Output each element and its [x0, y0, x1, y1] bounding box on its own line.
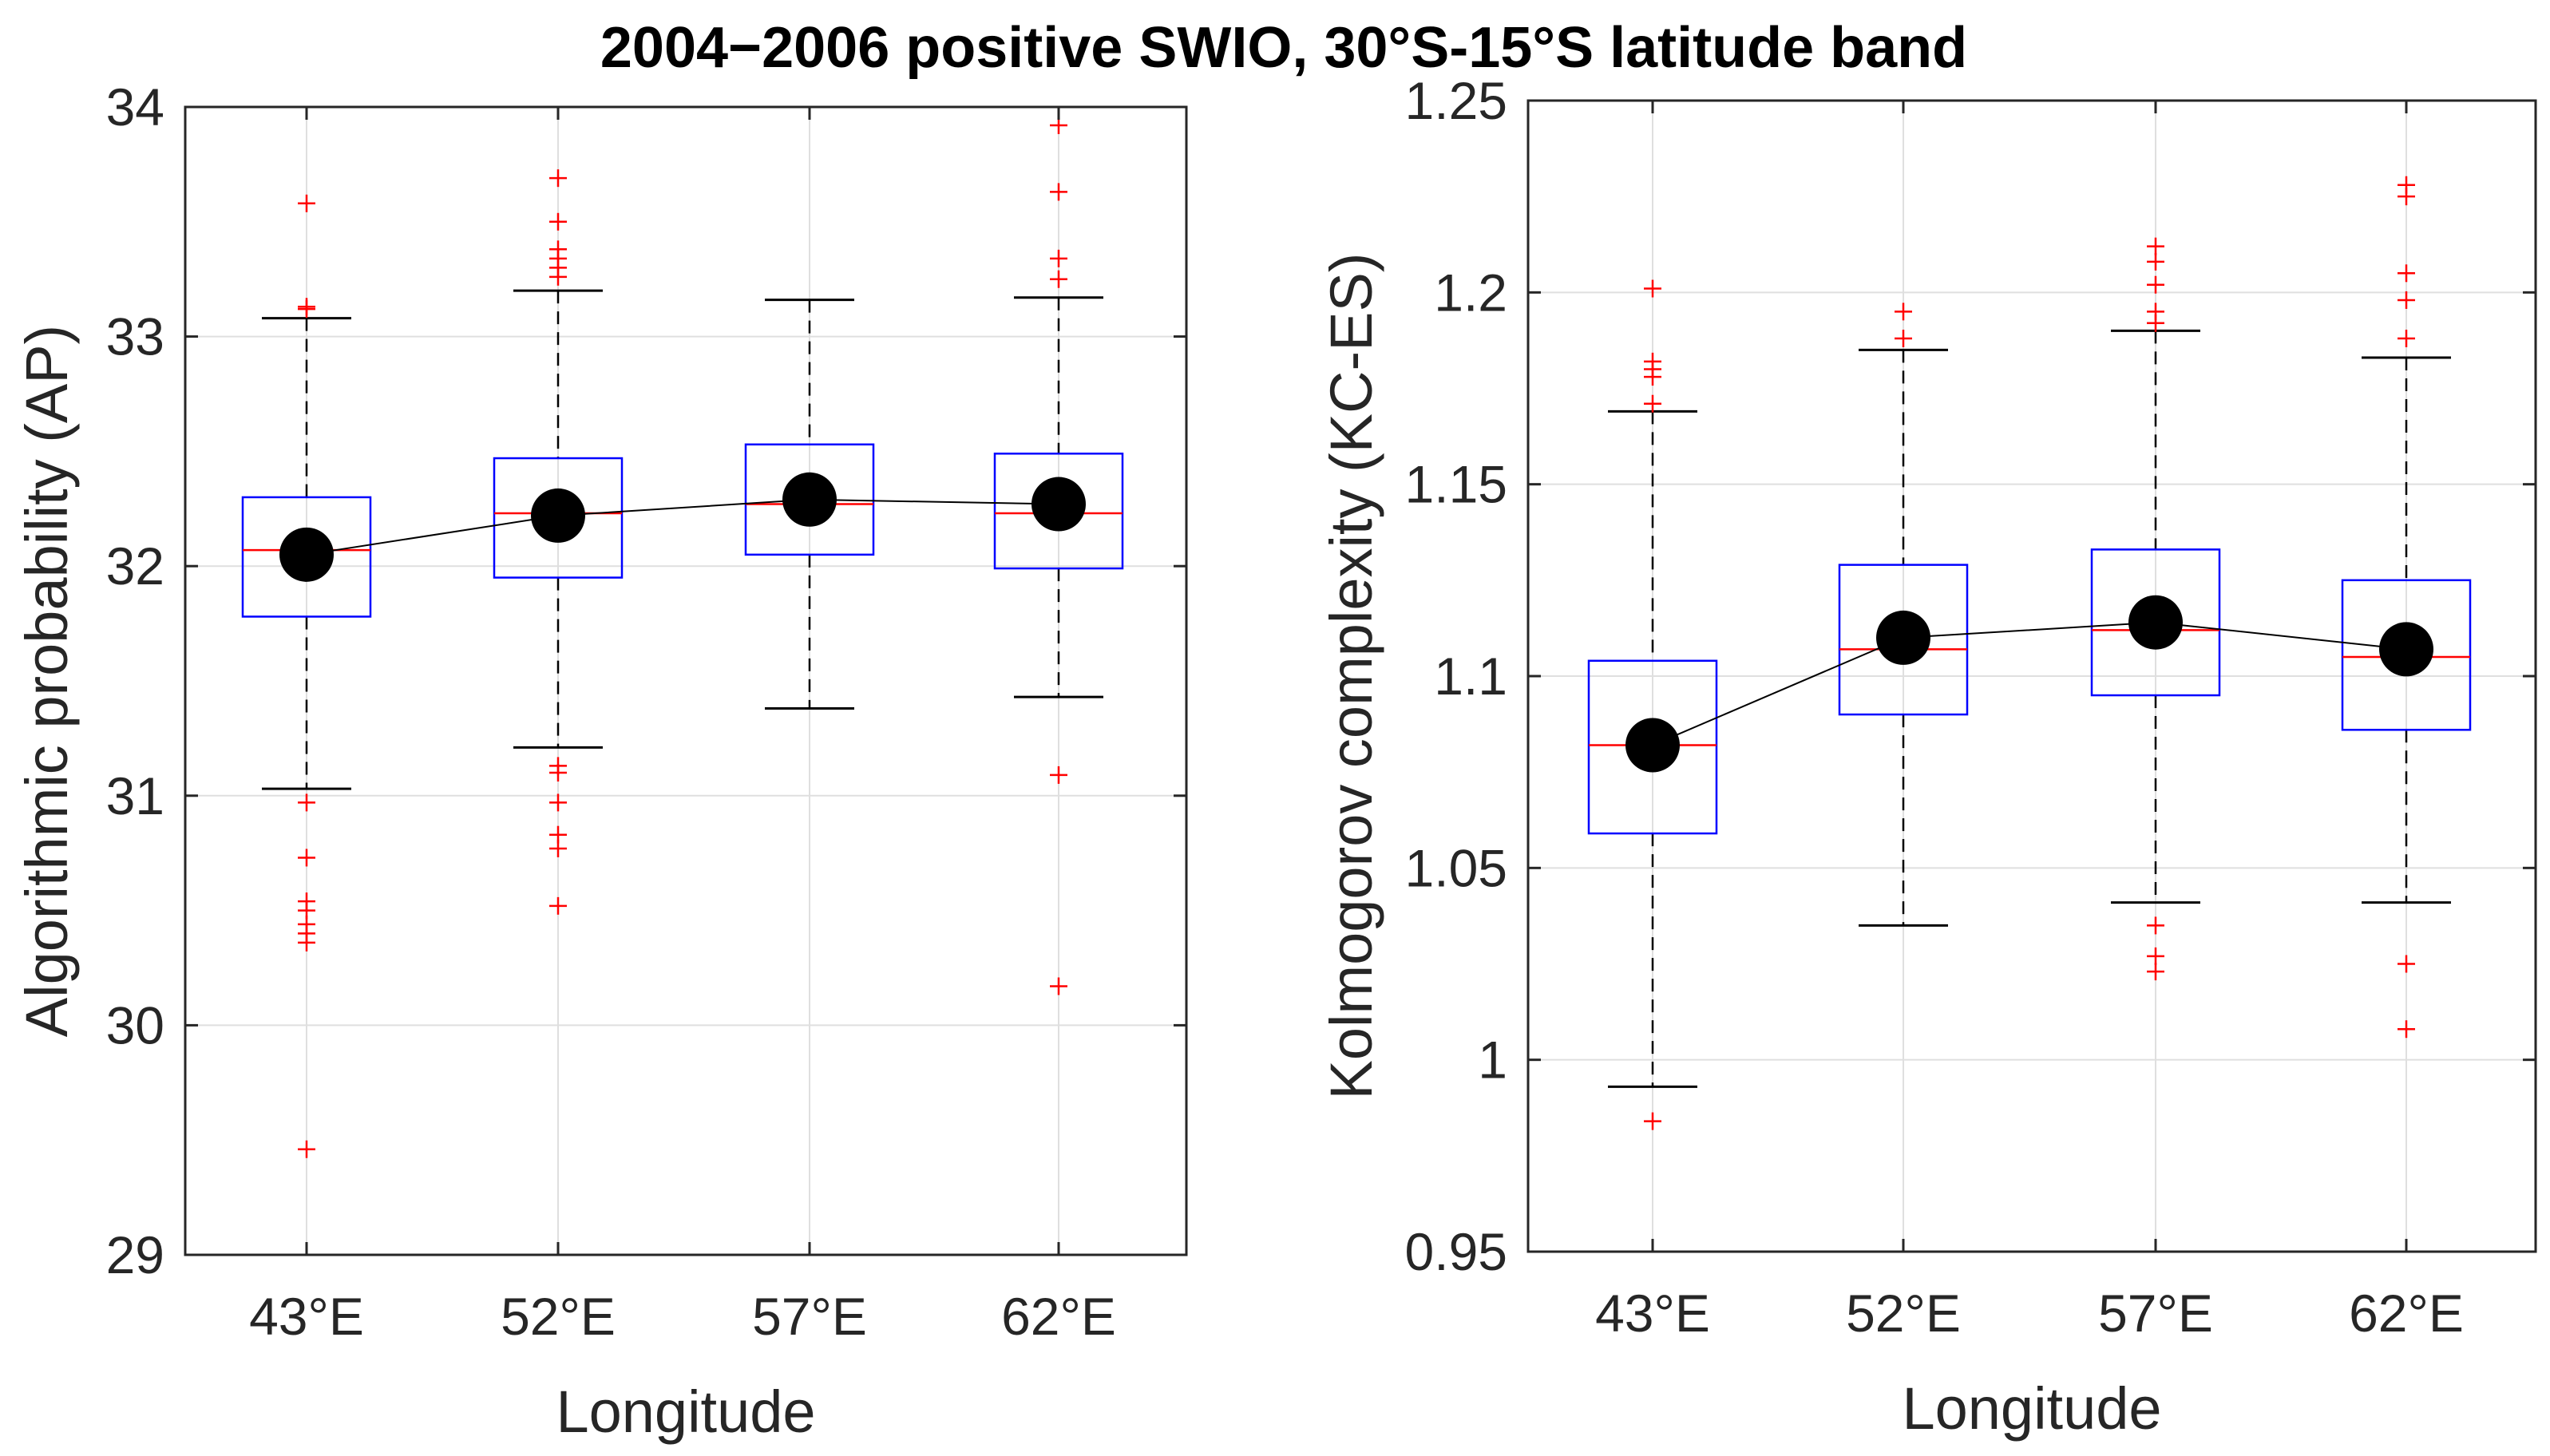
y-tick-label: 1.15 [1405, 455, 1507, 514]
outlier-marker [1644, 1112, 1661, 1130]
box-iqr [493, 457, 624, 579]
x-tick-label: 52°E [1846, 1284, 1961, 1343]
outlier-marker [2147, 237, 2164, 255]
y-tick-label: 34 [106, 77, 164, 136]
x-tick-label: 62°E [1001, 1287, 1116, 1346]
outlier-marker [1644, 279, 1661, 298]
outlier-marker [298, 849, 315, 867]
outlier-marker [2147, 947, 2164, 965]
y-axis-label: Algorithmic probability (AP) [14, 325, 80, 1037]
mean-marker [1625, 718, 1680, 773]
y-tick-label: 1.05 [1405, 838, 1507, 897]
mean-line [306, 498, 1059, 556]
outlier-marker [298, 1140, 315, 1158]
y-tick-label: 29 [106, 1225, 164, 1284]
outlier-marker [1644, 394, 1661, 413]
outlier-marker [549, 267, 567, 286]
mean-line [1652, 621, 2407, 746]
box-iqr [1838, 564, 1969, 716]
outlier-marker [298, 300, 315, 318]
outlier-marker [549, 169, 567, 188]
x-tick-label: 57°E [752, 1287, 867, 1346]
outlier-marker [2147, 252, 2164, 271]
outlier-marker [549, 212, 567, 231]
y-axis-label: Kolmogorov complexity (KC-ES) [1318, 253, 1384, 1100]
box-iqr [993, 453, 1124, 570]
outlier-marker [2147, 916, 2164, 935]
y-tick-label: 1 [1478, 1031, 1507, 1090]
outlier-marker [1050, 270, 1067, 288]
outlier-marker [1050, 183, 1067, 201]
plot-kolmogorov-complexity: 0.95 1 1.05 1.1 1.15 1.2 1.25 43°E 52°E 57°E 62°E L… [1318, 71, 2537, 1442]
outlier-marker [298, 194, 315, 212]
outlier-marker [549, 839, 567, 857]
outlier-marker [549, 793, 567, 812]
outlier-marker [1895, 303, 1912, 321]
outlier-marker [2398, 264, 2415, 283]
outlier-marker [549, 896, 567, 915]
x-tick-label: 62°E [2349, 1284, 2464, 1343]
y-tick-label: 1.25 [1405, 71, 1507, 130]
outlier-marker [2398, 330, 2415, 348]
mean-marker [279, 527, 334, 582]
axes-frame [184, 105, 1188, 1256]
x-axis-label: Longitude [1902, 1375, 2161, 1442]
box-iqr [241, 496, 372, 618]
outlier-marker [1644, 368, 1661, 386]
x-tick-label: 43°E [249, 1287, 364, 1346]
outlier-marker [2398, 188, 2415, 206]
outlier-marker [298, 933, 315, 952]
box-iqr [2090, 548, 2221, 697]
outlier-marker [298, 793, 315, 812]
outlier-marker [549, 764, 567, 782]
y-tick-label: 30 [106, 995, 164, 1054]
outlier-marker [1050, 977, 1067, 995]
outlier-marker [1050, 249, 1067, 267]
outlier-marker [1050, 766, 1067, 784]
plot-algorithmic-probability: 29 30 31 32 33 34 43°E 52°E 57°E 62°E Longitude Alg… [14, 77, 1188, 1445]
mean-marker [2379, 622, 2433, 677]
x-tick-label: 52°E [501, 1287, 616, 1346]
box-iqr [2341, 579, 2472, 731]
box-iqr [1587, 659, 1718, 835]
box-iqr [744, 443, 875, 556]
x-axis-label: Longitude [556, 1379, 815, 1445]
outlier-marker [1895, 330, 1912, 348]
mean-marker [782, 472, 837, 527]
y-tick-label: 0.95 [1405, 1222, 1507, 1281]
y-tick-label: 31 [106, 766, 164, 825]
outlier-marker [2398, 1020, 2415, 1039]
mean-marker [531, 488, 585, 543]
mean-marker [1031, 477, 1086, 532]
outlier-marker [2147, 314, 2164, 332]
mean-marker [2128, 595, 2183, 650]
y-tick-label: 1.2 [1434, 263, 1507, 322]
y-tick-label: 1.1 [1434, 647, 1507, 706]
outlier-marker [2147, 275, 2164, 294]
y-tick-label: 33 [106, 307, 164, 366]
outlier-marker [2398, 955, 2415, 973]
x-tick-label: 43°E [1595, 1284, 1710, 1343]
mean-marker [1876, 610, 1930, 665]
outlier-marker [2398, 291, 2415, 309]
x-tick-label: 57°E [2098, 1284, 2213, 1343]
figure-title: 2004−2006 positive SWIO, 30°S-15°S latit… [600, 16, 1967, 80]
outlier-marker [2147, 963, 2164, 981]
y-tick-label: 32 [106, 536, 164, 595]
